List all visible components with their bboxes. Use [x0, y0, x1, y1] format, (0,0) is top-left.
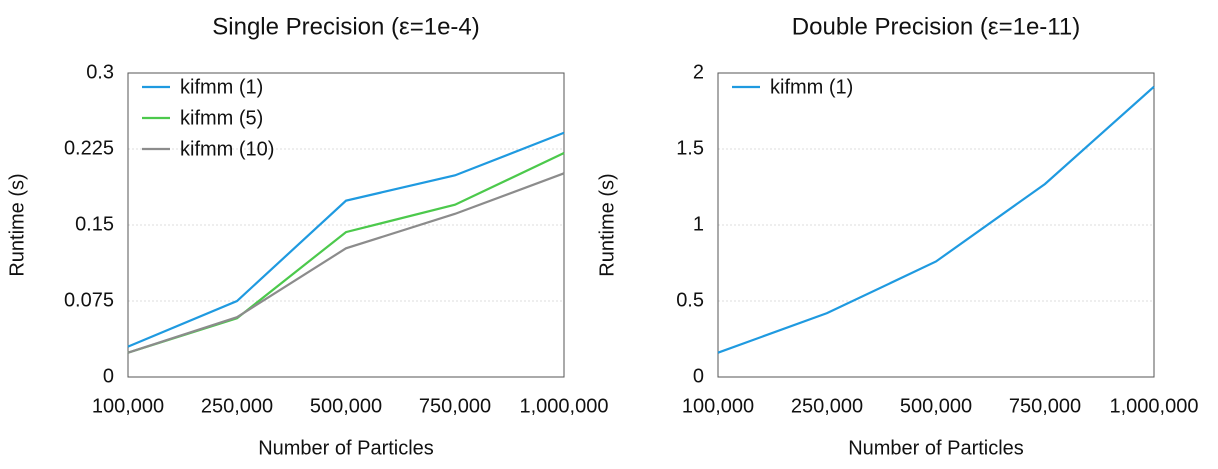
y-axis-title: Runtime (s) [6, 173, 28, 276]
plot-frame [127, 72, 565, 378]
legend-label: kifmm (1) [770, 76, 853, 98]
plot-frame [717, 72, 1155, 378]
x-tick-label: 750,000 [1009, 395, 1081, 417]
x-tick-label: 100,000 [682, 395, 754, 417]
y-tick-label: 1.5 [676, 137, 704, 159]
chart-title: Single Precision (ε=1e-4) [212, 13, 480, 40]
y-tick-label: 1 [693, 213, 704, 235]
legend-label: kifmm (1) [180, 76, 263, 98]
y-tick-label: 0.075 [64, 289, 114, 311]
x-tick-label: 250,000 [201, 395, 273, 417]
y-tick-label: 0.225 [64, 137, 114, 159]
x-tick-label: 100,000 [92, 395, 164, 417]
x-tick-label: 500,000 [900, 395, 972, 417]
x-tick-label: 1,000,000 [520, 395, 609, 417]
y-tick-label: 0.3 [86, 61, 114, 83]
x-tick-label: 1,000,000 [1110, 395, 1199, 417]
x-tick-label: 750,000 [419, 395, 491, 417]
y-axis-title: Runtime (s) [596, 173, 618, 276]
series-line [127, 152, 565, 354]
y-tick-label: 0 [103, 365, 114, 387]
series-line [127, 172, 565, 354]
y-tick-label: 0.5 [676, 289, 704, 311]
series-line [717, 85, 1155, 354]
x-tick-label: 250,000 [791, 395, 863, 417]
x-axis-title: Number of Particles [848, 437, 1024, 459]
x-tick-label: 500,000 [310, 395, 382, 417]
y-tick-label: 2 [693, 61, 704, 83]
series-line [127, 131, 565, 348]
x-axis-title: Number of Particles [258, 437, 434, 459]
y-tick-label: 0 [693, 365, 704, 387]
chart-title: Double Precision (ε=1e-11) [792, 13, 1080, 40]
y-tick-label: 0.15 [75, 213, 114, 235]
legend-label: kifmm (5) [180, 107, 263, 129]
legend-label: kifmm (10) [180, 138, 274, 160]
